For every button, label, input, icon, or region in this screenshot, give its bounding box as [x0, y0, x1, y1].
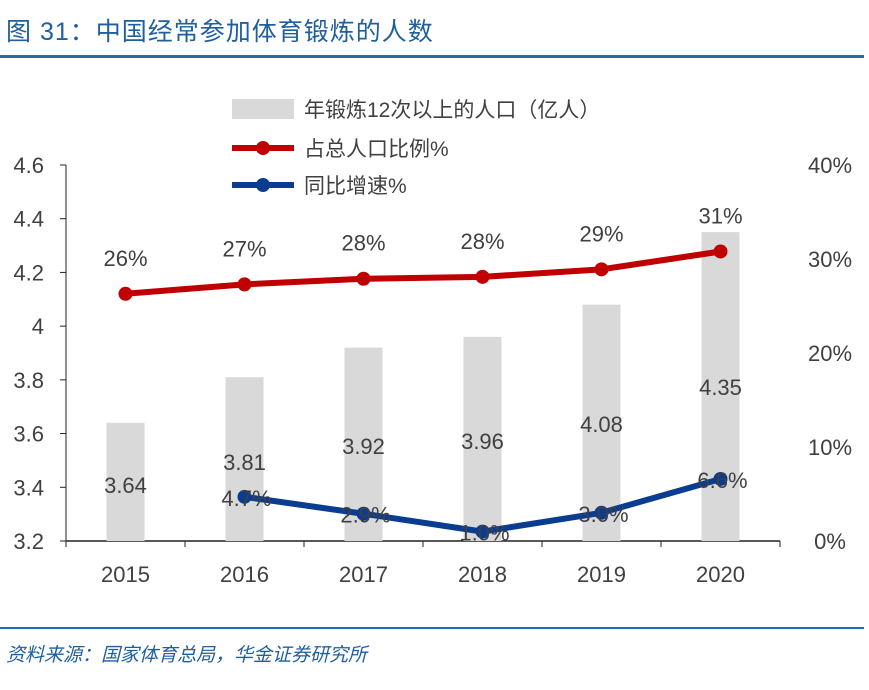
left-tick-label: 4.4	[13, 207, 44, 232]
x-tick-label: 2016	[220, 562, 269, 587]
left-tick-label: 3.6	[13, 422, 44, 447]
bar-data-label: 3.92	[342, 434, 385, 459]
share-data-label: 31%	[698, 203, 742, 228]
left-tick-label: 4	[32, 314, 44, 339]
growth-data-label: 6.6%	[697, 468, 747, 493]
share-point	[475, 269, 490, 284]
x-tick-label: 2019	[577, 562, 626, 587]
bar	[701, 232, 740, 541]
legend-marker-share	[256, 141, 270, 155]
figure-title: 图 31：中国经常参加体育锻炼的人数	[6, 18, 434, 46]
bar	[463, 336, 502, 541]
left-tick-label: 3.8	[13, 368, 44, 393]
source-note: 资料来源：国家体育总局，华金证券研究所	[6, 645, 368, 666]
share-data-label: 28%	[341, 231, 385, 256]
growth-point	[713, 471, 728, 486]
bar	[582, 304, 621, 541]
share-point	[118, 286, 133, 301]
growth-data-label: 2.9%	[340, 503, 390, 528]
share-data-label: 28%	[460, 229, 504, 254]
growth-data-label: 4.7%	[221, 486, 271, 511]
x-tick-label: 2018	[458, 562, 507, 587]
left-tick-label: 4.2	[13, 260, 44, 285]
left-tick-label: 4.6	[13, 153, 44, 178]
bar	[106, 422, 145, 541]
legend-marker-growth	[256, 178, 270, 192]
bar-data-label: 3.96	[461, 429, 504, 454]
legend-label-growth: 同比增速%	[304, 175, 407, 198]
growth-point	[356, 506, 371, 521]
source-divider	[0, 627, 864, 629]
share-data-label: 27%	[222, 236, 266, 261]
share-point	[356, 271, 371, 286]
legend-label-bar: 年锻炼12次以上的人口（亿人）	[304, 99, 600, 122]
bar-data-label: 4.08	[580, 412, 623, 437]
share-point	[237, 277, 252, 292]
share-point	[713, 244, 728, 259]
x-tick-label: 2015	[101, 562, 150, 587]
right-tick-label: 40%	[808, 153, 852, 178]
share-point	[594, 262, 609, 277]
left-tick-label: 3.4	[13, 475, 44, 500]
growth-point	[594, 505, 609, 520]
bar-data-label: 3.64	[104, 473, 147, 498]
right-tick-label: 30%	[808, 247, 852, 272]
share-data-label: 26%	[103, 246, 147, 271]
left-tick-label: 3.2	[13, 529, 44, 554]
x-tick-label: 2017	[339, 562, 388, 587]
legend-label-share: 占总人口比例%	[304, 138, 449, 161]
share-data-label: 29%	[579, 221, 623, 246]
legend-swatch-bar	[232, 99, 294, 119]
x-tick-label: 2020	[696, 562, 745, 587]
bar-data-label: 4.35	[699, 375, 742, 400]
right-tick-label: 20%	[808, 341, 852, 366]
bar	[225, 377, 264, 541]
growth-data-label: 3.0%	[578, 502, 628, 527]
bar-data-label: 3.81	[223, 450, 266, 475]
growth-point	[475, 524, 490, 539]
right-tick-label: 0%	[814, 529, 846, 554]
share-line	[125, 248, 721, 297]
right-tick-label: 10%	[808, 435, 852, 460]
growth-point	[237, 489, 252, 504]
title-divider	[0, 55, 864, 58]
chart: 3.2 3.4 3.6 3.8 4 4.2 4.4 4.6 0% 10% 20% 30% 40% 2015…	[13, 99, 852, 587]
growth-data-label: 1.0%	[459, 521, 509, 546]
